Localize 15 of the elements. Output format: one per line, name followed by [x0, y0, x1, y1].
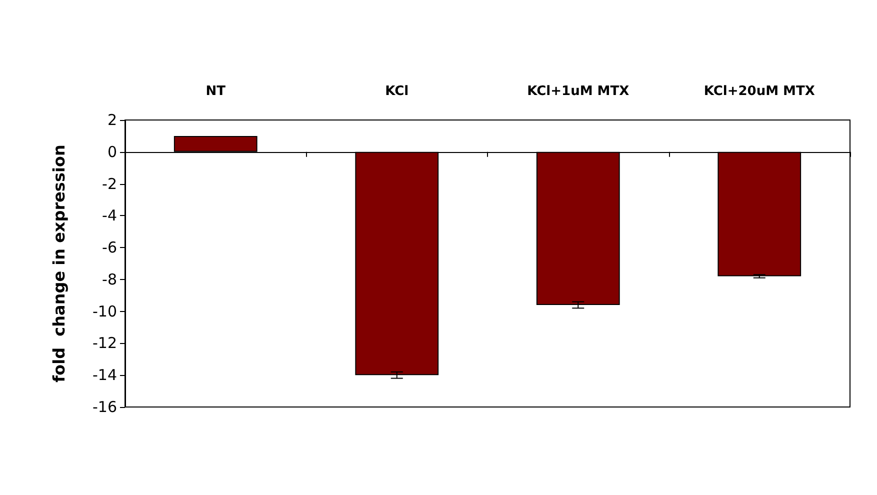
y-tick-label: -12: [92, 334, 117, 352]
y-tick-label: 2: [107, 111, 117, 129]
y-tick-label: -14: [92, 366, 117, 384]
y-tick-label: -4: [102, 206, 117, 225]
x-tick-label: KCl+1uM MTX: [527, 84, 630, 99]
x-tick-label: NT: [206, 84, 226, 99]
x-tick-label: KCl+20uM MTX: [704, 84, 815, 99]
y-tick-label: -16: [92, 398, 117, 416]
y-tick-label: -10: [92, 302, 117, 320]
y-tick-label: -8: [102, 270, 117, 288]
y-tick-label: -2: [102, 174, 117, 193]
y-tick-label: -6: [102, 238, 117, 257]
x-tick-label: KCl: [385, 84, 409, 99]
y-tick-label: 0: [107, 142, 117, 161]
y-axis-title: fold change in expression: [50, 144, 68, 382]
